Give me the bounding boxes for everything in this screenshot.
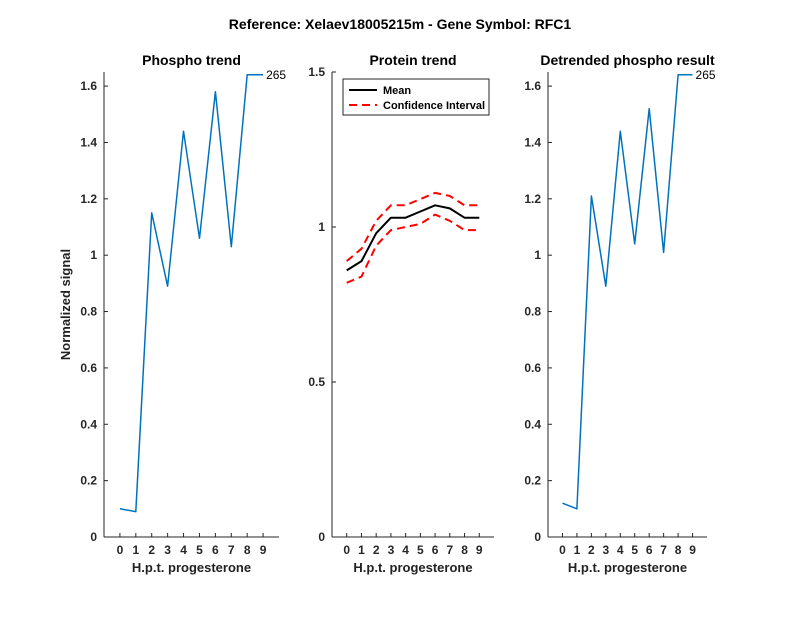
data-annotation: 265 — [266, 68, 286, 82]
panel-title: Detrended phospho result — [540, 52, 715, 68]
x-tick-label: 2 — [373, 543, 380, 557]
x-tick-label: 5 — [196, 543, 203, 557]
y-tick-label: 1 — [90, 248, 97, 262]
x-tick-label: 0 — [117, 543, 124, 557]
x-tick-label: 1 — [132, 543, 139, 557]
y-tick-label: 0 — [90, 530, 97, 544]
y-tick-label: 1 — [534, 248, 541, 262]
x-axis-label: H.p.t. progesterone — [132, 560, 251, 575]
x-tick-label: 7 — [660, 543, 667, 557]
y-tick-label: 1.2 — [524, 192, 541, 206]
panel-title: Protein trend — [369, 52, 456, 68]
series-line-1 — [562, 74, 693, 510]
y-tick-label: 0.5 — [308, 375, 325, 389]
x-tick-label: 5 — [631, 543, 638, 557]
x-tick-label: 9 — [260, 543, 267, 557]
x-tick-label: 8 — [675, 543, 682, 557]
x-tick-label: 4 — [402, 543, 409, 557]
x-tick-label: 8 — [461, 543, 468, 557]
x-tick-label: 8 — [244, 543, 251, 557]
figure-suptitle: Reference: Xelaev18005215m - Gene Symbol… — [229, 16, 572, 32]
y-tick-label: 1.4 — [524, 135, 541, 149]
legend-box — [342, 78, 490, 116]
y-tick-label: 1.5 — [308, 65, 325, 79]
series-line-3 — [346, 213, 480, 284]
x-tick-label: 3 — [602, 543, 609, 557]
data-annotation: 265 — [696, 68, 716, 82]
y-tick-label: 1.2 — [80, 192, 97, 206]
x-tick-label: 7 — [228, 543, 235, 557]
x-tick-label: 0 — [343, 543, 350, 557]
panel-3: 00.20.40.60.811.21.41.60 1 2 3 4 5 6 7 8 9Detrend… — [524, 52, 716, 575]
x-axis-label: H.p.t. progesterone — [353, 560, 472, 575]
y-tick-label: 1.4 — [80, 135, 97, 149]
x-tick-label: 9 — [476, 543, 483, 557]
y-tick-label: 1 — [318, 220, 325, 234]
x-tick-label: 2 — [148, 543, 155, 557]
x-axis-label: H.p.t. progesterone — [568, 560, 687, 575]
legend-entry: Confidence Interval — [383, 100, 485, 112]
x-tick-label: 2 — [588, 543, 595, 557]
x-tick-label: 0 — [559, 543, 566, 557]
y-tick-label: 1.6 — [80, 79, 97, 93]
y-tick-label: 0.2 — [524, 474, 541, 488]
x-tick-label: 6 — [212, 543, 219, 557]
panel-title: Phospho trend — [142, 52, 241, 68]
y-tick-label: 0.4 — [524, 417, 541, 431]
x-tick-label: 9 — [689, 543, 696, 557]
y-tick-label: 0.8 — [524, 305, 541, 319]
x-tick-label: 3 — [388, 543, 395, 557]
panel-1: 00.20.40.60.811.21.41.60 1 2 3 4 5 6 7 8 9Phospho… — [58, 52, 286, 575]
x-tick-label: 6 — [646, 543, 653, 557]
series-line-2 — [346, 191, 480, 262]
legend-entry: Mean — [383, 85, 411, 97]
series-line-1 — [119, 74, 264, 513]
y-axis-label: Normalized signal — [58, 249, 73, 360]
x-tick-label: 1 — [358, 543, 365, 557]
x-tick-label: 1 — [574, 543, 581, 557]
y-tick-label: 1.6 — [524, 79, 541, 93]
y-tick-label: 0.4 — [80, 417, 97, 431]
y-tick-label: 0.8 — [80, 305, 97, 319]
x-tick-label: 7 — [446, 543, 453, 557]
legend: Mean Confidence Interval — [342, 78, 490, 116]
x-tick-label: 4 — [180, 543, 187, 557]
y-tick-label: 0.6 — [524, 361, 541, 375]
x-tick-label: 6 — [432, 543, 439, 557]
x-tick-label: 3 — [164, 543, 171, 557]
y-tick-label: 0 — [318, 530, 325, 544]
x-tick-label: 4 — [617, 543, 624, 557]
y-tick-label: 0 — [534, 530, 541, 544]
series-line-1 — [346, 204, 480, 272]
x-tick-label: 5 — [417, 543, 424, 557]
y-tick-label: 0.2 — [80, 474, 97, 488]
y-tick-label: 0.6 — [80, 361, 97, 375]
